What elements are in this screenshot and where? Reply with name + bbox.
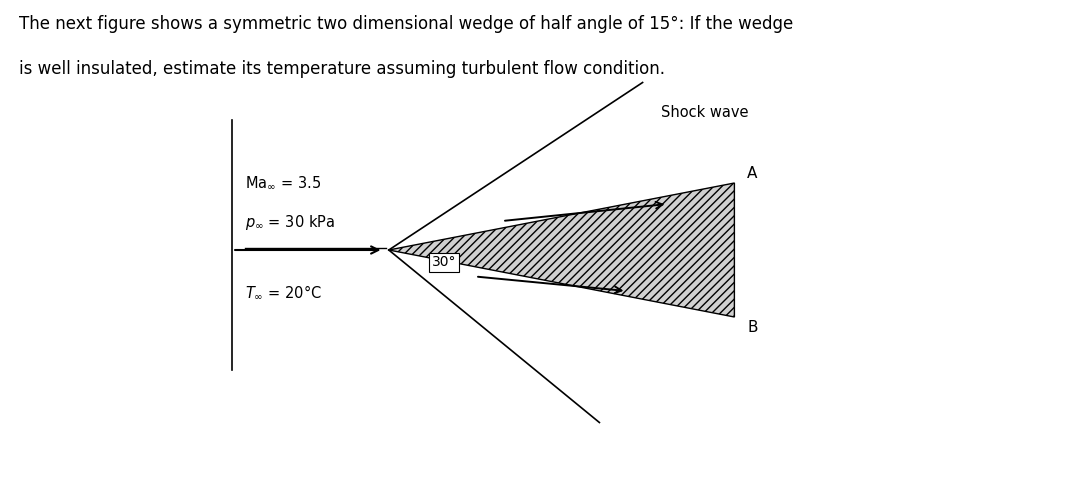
Text: is well insulated, estimate its temperature assuming turbulent flow condition.: is well insulated, estimate its temperat… [19,60,665,78]
Polygon shape [389,183,734,317]
Text: A: A [747,166,758,180]
Text: Ma$_{\infty}$ = 3.5: Ma$_{\infty}$ = 3.5 [245,174,322,191]
Text: $T_{\infty}$ = 20°C: $T_{\infty}$ = 20°C [245,284,322,302]
Text: Shock wave: Shock wave [661,105,748,120]
Text: B: B [747,320,758,334]
Text: $p_{\infty}$ = 30 kPa: $p_{\infty}$ = 30 kPa [245,213,335,232]
Text: The next figure shows a symmetric two dimensional wedge of half angle of 15°: If: The next figure shows a symmetric two di… [19,15,794,33]
Text: 30°: 30° [432,256,457,270]
